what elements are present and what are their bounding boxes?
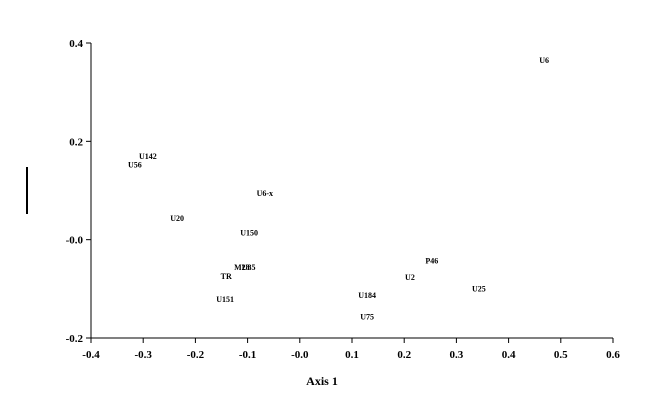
- x-tick-label: 0.3: [450, 349, 464, 361]
- y-tick-label: -0.0: [66, 235, 84, 247]
- point-label: U6-x: [257, 189, 273, 198]
- x-axis-label: Axis 1: [306, 374, 338, 388]
- point-label: P46: [425, 257, 438, 266]
- point-label: M28: [234, 263, 250, 272]
- x-tick-label: 0.2: [397, 349, 411, 361]
- point-label: U2: [405, 273, 415, 282]
- point-label: U151: [216, 295, 234, 304]
- point-label: TR: [221, 272, 232, 281]
- x-tick-label: 0.6: [606, 349, 620, 361]
- point-label: U150: [240, 229, 258, 238]
- point-label: U20: [170, 214, 184, 223]
- x-tick-label: -0.3: [134, 349, 152, 361]
- y-tick-label: -0.2: [66, 333, 84, 345]
- point-label: U142: [139, 152, 157, 161]
- point-label: U75: [360, 313, 374, 322]
- x-tick-label: 0.5: [554, 349, 568, 361]
- x-tick-label: 0.4: [502, 349, 516, 361]
- x-tick-label: -0.2: [187, 349, 205, 361]
- point-label: U6: [539, 56, 549, 65]
- x-tick-label: 0.1: [345, 349, 359, 361]
- y-tick-label: 0.4: [69, 38, 83, 50]
- x-tick-label: -0.1: [239, 349, 256, 361]
- x-tick-label: -0.4: [82, 349, 100, 361]
- point-label: U25: [472, 285, 486, 294]
- x-tick-label: -0.0: [291, 349, 309, 361]
- point-label: U184: [358, 291, 376, 300]
- point-label: U85: [242, 263, 256, 272]
- point-label: U56: [128, 161, 142, 170]
- y-tick-label: 0.2: [69, 136, 83, 148]
